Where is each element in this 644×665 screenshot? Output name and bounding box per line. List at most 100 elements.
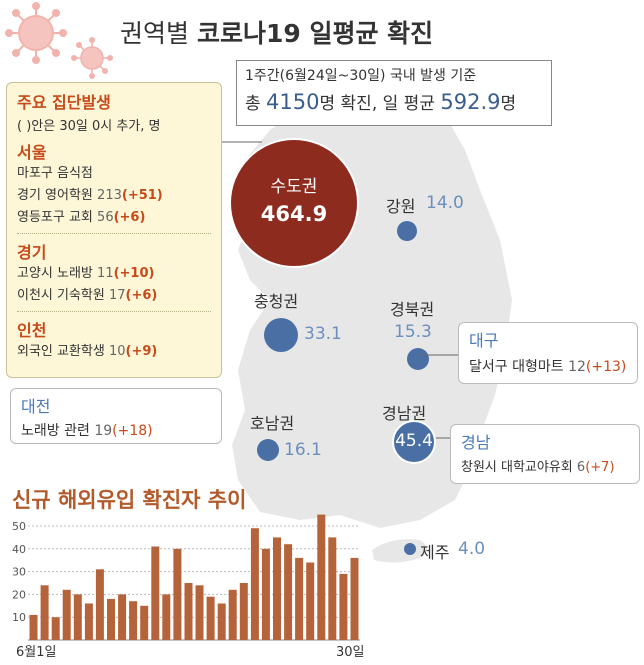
gyeongnam-count: 6: [576, 460, 586, 475]
chart-bar: [339, 573, 348, 640]
capital-bubble[interactable]: [229, 138, 359, 268]
chungcheong-name: 충청권: [254, 292, 299, 311]
divider: [17, 311, 211, 312]
honam-name: 호남권: [250, 414, 295, 433]
chart-bar: [118, 594, 127, 640]
chart-bar: [173, 548, 182, 640]
chart-bar: [295, 557, 304, 640]
chart-y-tick: 20: [12, 588, 26, 601]
chungcheong-bubble[interactable]: [264, 318, 298, 352]
gangwon-name: 강원: [386, 197, 416, 216]
summary-avg-value: 592.9: [440, 90, 501, 114]
chart-bar: [228, 589, 237, 640]
title-main: 코로나19 일평균 확진: [196, 19, 434, 48]
summary-unit: 명: [500, 94, 517, 114]
cluster-label: 경기 영어학원: [17, 188, 93, 203]
chart-x-end-label: 30일: [336, 645, 365, 660]
chart-title: 신규 해외유입 확진자 추이: [12, 488, 247, 512]
summary-total-value: 4150: [266, 90, 320, 114]
virus-icon: [5, 2, 67, 64]
daegu-label: 달서구 대형마트: [469, 359, 564, 375]
cluster-added: (+9): [125, 344, 158, 359]
cluster-count: 17: [109, 288, 126, 303]
chart-y-tick: 10: [12, 611, 26, 624]
chart-bar: [328, 537, 337, 640]
chart-bar: [250, 528, 259, 640]
daejeon-label: 노래방 관련: [21, 423, 90, 439]
chart-bar: [129, 601, 138, 640]
chart-bar: [184, 583, 193, 640]
daejeon-card: 대전 노래방 관련 19(+18): [10, 388, 222, 444]
daejeon-row: 노래방 관련 19(+18): [21, 420, 211, 440]
cluster-label: 마포구 음식점: [17, 166, 93, 181]
summary-period: 1주간(6월24일~30일) 국내 발생 기준: [245, 68, 477, 84]
gyeongnam-added: (+7): [585, 460, 615, 475]
section-incheon: 인천: [17, 321, 47, 340]
daegu-title: 대구: [469, 331, 499, 350]
cluster-label: 고양시 노래방: [17, 266, 93, 281]
capital-name: 수도권: [270, 177, 318, 197]
gangwon-bubble[interactable]: [397, 221, 417, 241]
cluster-count: 56: [97, 210, 114, 225]
chart-bar: [73, 594, 82, 640]
chart-y-tick: 50: [12, 520, 26, 533]
jeju-value: 4.0: [458, 539, 486, 559]
chart-bar: [239, 583, 248, 640]
chart-bar: [40, 585, 49, 640]
jeju-name: 제주: [420, 543, 450, 562]
chart-bar: [51, 617, 60, 640]
daegu-added: (+13): [585, 359, 627, 375]
daejeon-added: (+18): [112, 423, 153, 439]
chart-bar: [306, 562, 315, 640]
honam-bubble[interactable]: [257, 439, 279, 461]
chart-bar: [140, 605, 149, 640]
gyeongnam-name: 경남권: [382, 404, 427, 423]
cluster-label: 이천시 기숙학원: [17, 288, 105, 303]
jeju-bubble[interactable]: [404, 543, 416, 555]
chart-x-start-label: 6월1일: [16, 645, 56, 660]
chart-bar: [107, 598, 115, 640]
summary-box: 1주간(6월24일~30일) 국내 발생 기준 총 4150명 확진, 일 평균…: [236, 60, 552, 126]
summary-total-prefix: 총: [245, 94, 261, 114]
daegu-row: 달서구 대형마트 12(+13): [469, 356, 627, 376]
chart-bar: [217, 603, 226, 640]
cluster-label: 영등포구 교회: [17, 210, 93, 225]
cluster-added: (+6): [125, 288, 158, 303]
cluster-panel-title: 주요 집단발생: [17, 93, 111, 112]
cluster-row: 마포구 음식점: [17, 163, 211, 185]
daegu-card: 대구 달서구 대형마트 12(+13): [458, 322, 638, 384]
gyeongnam-value: 45.4: [395, 431, 433, 451]
import-cases-chart: 10 20 30 40 50 6월1일 30일: [12, 514, 365, 660]
cluster-label: 외국인 교환학생: [17, 344, 105, 359]
chart-bar: [151, 546, 160, 640]
chart-y-tick: 40: [12, 543, 26, 556]
chart-bar: [206, 596, 215, 640]
cluster-added: (+51): [121, 188, 163, 203]
chart-bar: [95, 569, 104, 640]
gyeongnam-label: 창원시 대학교야유회: [461, 460, 573, 475]
chart-bar: [273, 537, 281, 640]
cluster-panel: 주요 집단발생 ( )안은 30일 0시 추가, 명 서울 마포구 음식점 경기…: [6, 82, 222, 378]
cluster-row: 이천시 기숙학원 17(+6): [17, 285, 211, 307]
gyeongbuk-name: 경북권: [390, 300, 435, 319]
divider: [17, 233, 211, 234]
title-prefix: 권역별: [120, 19, 190, 48]
cluster-row: 외국인 교환학생 10(+9): [17, 341, 211, 363]
gyeongnam-title: 경남: [461, 433, 491, 452]
chart-bar: [162, 594, 171, 640]
virus-icon-small: [70, 36, 114, 80]
summary-totals: 총 4150명 확진, 일 평균 592.9명: [245, 89, 543, 114]
gyeongnam-bubble[interactable]: [392, 420, 436, 464]
page-title: 권역별 코로나19 일평균 확진: [120, 14, 433, 50]
gyeongnam-row: 창원시 대학교야유회 6(+7): [461, 456, 629, 475]
daejeon-count: 19: [94, 423, 113, 439]
chart-bar: [284, 544, 293, 640]
daegu-count: 12: [568, 359, 586, 375]
cluster-count: 10: [109, 344, 126, 359]
chart-bar: [84, 603, 93, 640]
gyeongbuk-value: 15.3: [394, 322, 432, 342]
gyeongbuk-bubble[interactable]: [407, 348, 429, 370]
daejeon-title: 대전: [21, 397, 51, 416]
capital-value: 464.9: [260, 202, 328, 226]
